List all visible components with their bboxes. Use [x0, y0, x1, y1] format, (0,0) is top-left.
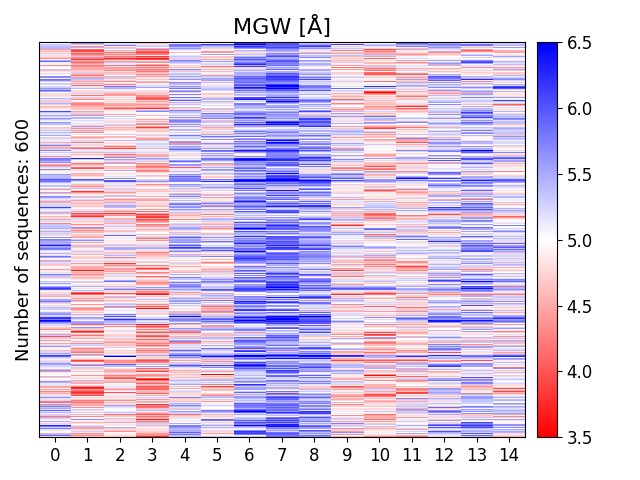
- Title: MGW [Å]: MGW [Å]: [233, 15, 331, 38]
- Y-axis label: Number of sequences: 600: Number of sequences: 600: [15, 118, 33, 361]
